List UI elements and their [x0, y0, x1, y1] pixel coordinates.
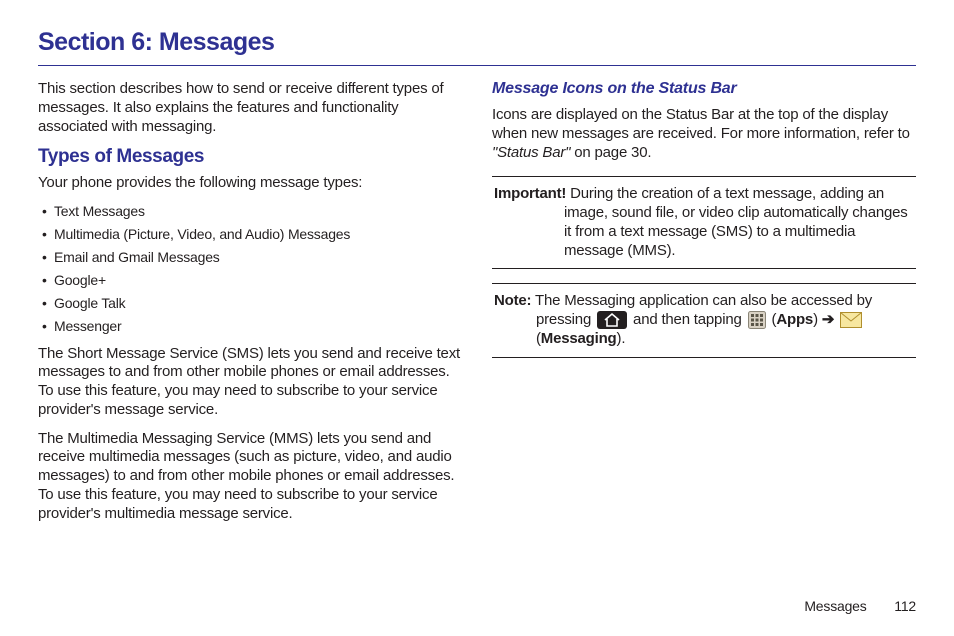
list-item: Google Talk	[42, 295, 462, 311]
intro-paragraph: This section describes how to send or re…	[38, 80, 462, 136]
arrow-icon: ➔	[818, 311, 838, 328]
list-item: Multimedia (Picture, Video, and Audio) M…	[42, 226, 462, 242]
column-left: This section describes how to send or re…	[38, 80, 462, 533]
status-bar-ref: "Status Bar"	[492, 144, 570, 161]
footer-section-label: Messages	[804, 598, 866, 614]
icons-para-post: on page 30.	[570, 144, 651, 161]
home-icon	[597, 311, 627, 329]
note-first-line: The Messaging application can also be ac…	[531, 292, 872, 309]
note-press-text: pressing	[536, 311, 595, 328]
note-label: Note:	[494, 292, 531, 309]
section-title: Section 6: Messages	[38, 28, 916, 66]
important-callout: Important! During the creation of a text…	[492, 176, 916, 269]
important-label: Important!	[494, 185, 566, 202]
messaging-label: Messaging	[541, 330, 617, 347]
important-first-line: During the creation of a text message, a…	[566, 185, 884, 202]
footer-page-number: 112	[894, 598, 916, 614]
list-item: Messenger	[42, 318, 462, 334]
types-lead: Your phone provides the following messag…	[38, 174, 462, 193]
important-body: image, sound file, or video clip automat…	[494, 204, 914, 260]
icons-heading: Message Icons on the Status Bar	[492, 80, 916, 98]
note-callout: Note: The Messaging application can also…	[492, 283, 916, 357]
apps-label: Apps	[776, 311, 813, 328]
list-item: Google+	[42, 272, 462, 288]
list-item: Email and Gmail Messages	[42, 249, 462, 265]
apps-icon	[748, 311, 766, 329]
types-list: Text Messages Multimedia (Picture, Video…	[38, 203, 462, 335]
sms-paragraph: The Short Message Service (SMS) lets you…	[38, 345, 462, 420]
messaging-icon	[840, 312, 862, 328]
note-tap-text: and then tapping	[629, 311, 746, 328]
page-footer: Messages 112	[804, 598, 916, 614]
content-columns: This section describes how to send or re…	[38, 80, 916, 533]
list-item: Text Messages	[42, 203, 462, 219]
icons-para-pre: Icons are displayed on the Status Bar at…	[492, 106, 910, 142]
mms-paragraph: The Multimedia Messaging Service (MMS) l…	[38, 430, 462, 524]
column-right: Message Icons on the Status Bar Icons ar…	[492, 80, 916, 533]
icons-paragraph: Icons are displayed on the Status Bar at…	[492, 106, 916, 162]
note-body: pressing and then tapping (Apps) ➔ (Mess…	[494, 311, 914, 349]
types-heading: Types of Messages	[38, 146, 462, 168]
